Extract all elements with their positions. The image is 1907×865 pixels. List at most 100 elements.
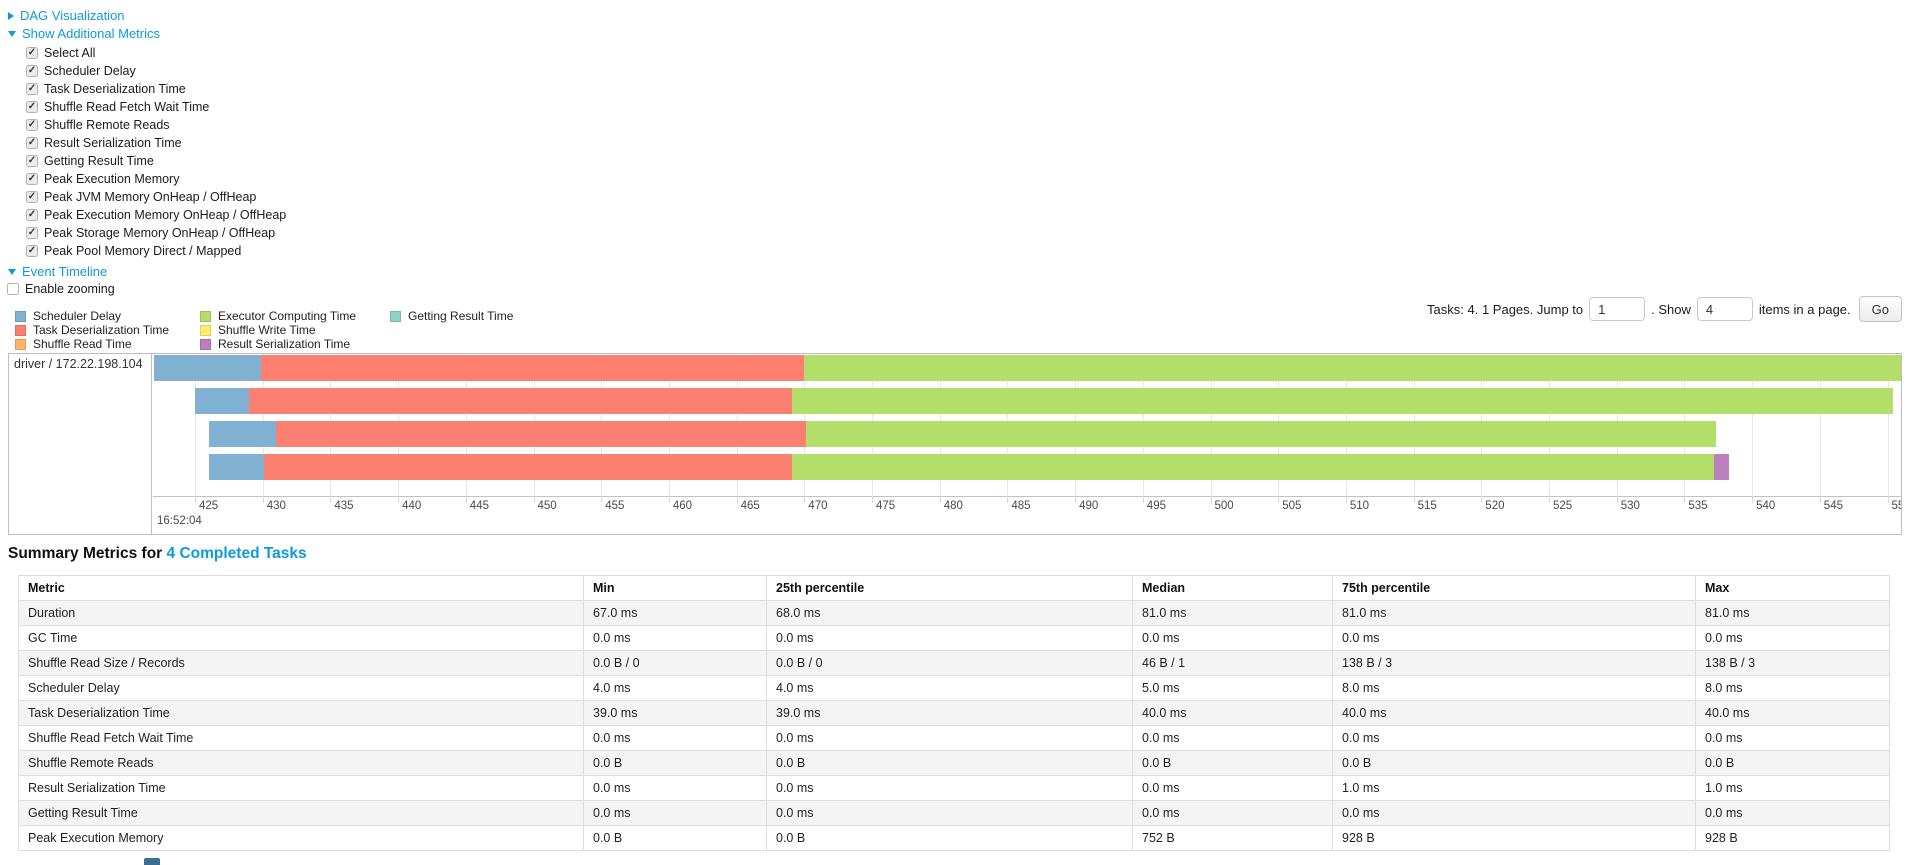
metric-checkbox[interactable]: ✓ bbox=[26, 173, 38, 185]
time-tick-label: 425 bbox=[199, 500, 219, 512]
metric-checkbox[interactable]: ✓ bbox=[26, 65, 38, 77]
table-body: Duration 67.0 ms 68.0 ms 81.0 ms 81.0 ms 81.0… bbox=[18, 600, 1890, 851]
task-timeline-row bbox=[153, 454, 1901, 480]
metric-checkbox-item[interactable]: ✓ Peak JVM Memory OnHeap / OffHeap bbox=[0, 188, 1907, 206]
cutoff-content-fragment bbox=[144, 858, 160, 865]
legend-item-label: Shuffle Write Time bbox=[218, 323, 316, 337]
result-serialization-segment[interactable] bbox=[1714, 454, 1730, 480]
table-cell: 0.0 ms bbox=[583, 775, 767, 801]
scheduler-delay-segment[interactable] bbox=[154, 355, 262, 381]
metric-checkbox[interactable]: ✓ bbox=[26, 47, 38, 59]
table-cell: 8.0 ms bbox=[1332, 675, 1696, 701]
time-tick bbox=[1481, 496, 1483, 503]
task-deserialization-segment[interactable] bbox=[276, 421, 806, 447]
metric-checkbox-item[interactable]: ✓ Shuffle Read Fetch Wait Time bbox=[0, 98, 1907, 116]
time-tick bbox=[601, 496, 603, 503]
show-additional-metrics-toggle[interactable]: Show Additional Metrics bbox=[8, 26, 1907, 41]
time-tick bbox=[1210, 496, 1212, 503]
task-deserialization-segment[interactable] bbox=[261, 355, 805, 381]
scheduler-delay-segment[interactable] bbox=[195, 388, 250, 414]
executor-computing-swatch bbox=[200, 310, 211, 322]
time-tick bbox=[804, 496, 806, 503]
metric-checkbox-item[interactable]: ✓ Peak Execution Memory OnHeap / OffHeap bbox=[0, 206, 1907, 224]
summary-title-text: Summary Metrics for bbox=[8, 545, 163, 562]
table-cell: 0.0 B bbox=[583, 825, 767, 851]
dag-visualization-toggle[interactable]: DAG Visualization bbox=[8, 8, 1907, 23]
table-header-cell: Min bbox=[583, 575, 767, 601]
task-deserialization-segment[interactable] bbox=[264, 454, 793, 480]
table-cell: 0.0 ms bbox=[1332, 725, 1696, 751]
time-gridline bbox=[195, 354, 196, 496]
metric-checkbox-item[interactable]: ✓ Select All bbox=[0, 44, 1907, 62]
metric-checkbox-label: Shuffle Read Fetch Wait Time bbox=[44, 100, 210, 114]
time-tick-label: 450 bbox=[537, 500, 557, 512]
time-tick bbox=[1413, 496, 1415, 503]
table-cell: 81.0 ms bbox=[1332, 600, 1696, 626]
metric-checkbox-item[interactable]: ✓ Getting Result Time bbox=[0, 152, 1907, 170]
metric-checkbox[interactable]: ✓ bbox=[26, 227, 38, 239]
shuffle-write-swatch bbox=[200, 324, 211, 336]
executor-computing-segment[interactable] bbox=[792, 388, 1893, 414]
time-tick bbox=[872, 496, 873, 503]
task-deserialization-swatch bbox=[15, 324, 26, 336]
task-timeline-row bbox=[153, 388, 1901, 414]
scheduler-delay-swatch bbox=[15, 310, 26, 322]
executor-computing-segment[interactable] bbox=[804, 355, 1901, 381]
metric-checkbox-item[interactable]: ✓ Task Deserialization Time bbox=[0, 80, 1907, 98]
metric-checkbox[interactable]: ✓ bbox=[26, 83, 38, 95]
metric-checkbox-label: Shuffle Remote Reads bbox=[44, 118, 170, 132]
metric-checkbox-label: Result Serialization Time bbox=[44, 136, 182, 150]
table-cell: 40.0 ms bbox=[1132, 700, 1333, 726]
table-header-cell: 25th percentile bbox=[766, 575, 1133, 601]
table-cell: 4.0 ms bbox=[583, 675, 767, 701]
go-button[interactable]: Go bbox=[1858, 296, 1902, 322]
table-row: Shuffle Read Fetch Wait Time 0.0 ms 0.0 ms… bbox=[18, 725, 1890, 751]
table-cell: Shuffle Read Size / Records bbox=[18, 650, 584, 676]
enable-zooming-checkbox[interactable] bbox=[7, 283, 19, 295]
table-cell: Task Deserialization Time bbox=[18, 700, 584, 726]
metric-checkbox[interactable]: ✓ bbox=[26, 245, 38, 257]
time-tick bbox=[1684, 496, 1686, 503]
metric-checkbox-label: Peak JVM Memory OnHeap / OffHeap bbox=[44, 190, 257, 204]
time-tick bbox=[1819, 496, 1821, 503]
time-tick-label: 480 bbox=[943, 500, 963, 512]
enable-zooming-row[interactable]: Enable zooming bbox=[7, 281, 1907, 297]
metric-checkbox-item[interactable]: ✓ Peak Storage Memory OnHeap / OffHeap bbox=[0, 224, 1907, 242]
metric-checkbox[interactable]: ✓ bbox=[26, 137, 38, 149]
time-tick-label: 545 bbox=[1823, 500, 1843, 512]
table-cell: 0.0 ms bbox=[766, 800, 1133, 826]
table-cell: 46 B / 1 bbox=[1132, 650, 1333, 676]
items-per-page-input[interactable] bbox=[1696, 297, 1753, 321]
time-tick bbox=[736, 496, 738, 503]
executor-group-label: driver / 172.22.198.104 bbox=[14, 357, 143, 371]
metric-checkbox-item[interactable]: ✓ Shuffle Remote Reads bbox=[0, 116, 1907, 134]
executor-computing-segment[interactable] bbox=[792, 454, 1715, 480]
summary-metrics-title: Summary Metrics for 4 Completed Tasks bbox=[8, 545, 1907, 562]
table-cell: 0.0 ms bbox=[1132, 625, 1333, 651]
legend-item: Executor Computing Time bbox=[200, 309, 356, 323]
metric-checkbox-item[interactable]: ✓ Result Serialization Time bbox=[0, 134, 1907, 152]
executor-computing-segment[interactable] bbox=[805, 421, 1716, 447]
time-tick bbox=[1616, 496, 1618, 503]
metric-checkbox[interactable]: ✓ bbox=[26, 155, 38, 167]
table-cell: 0.0 ms bbox=[766, 775, 1133, 801]
metric-checkbox[interactable]: ✓ bbox=[26, 209, 38, 221]
completed-tasks-link[interactable]: 4 Completed Tasks bbox=[166, 545, 307, 562]
event-timeline-toggle[interactable]: Event Timeline bbox=[8, 264, 1907, 279]
metric-checkbox-item[interactable]: ✓ Peak Pool Memory Direct / Mapped bbox=[0, 242, 1907, 260]
metric-checkbox-item[interactable]: ✓ Scheduler Delay bbox=[0, 62, 1907, 80]
legend-item-label: Getting Result Time bbox=[408, 309, 514, 323]
metric-checkbox[interactable]: ✓ bbox=[26, 191, 38, 203]
scheduler-delay-segment[interactable] bbox=[208, 421, 277, 447]
legend-item: Shuffle Write Time bbox=[200, 323, 356, 337]
metric-checkbox[interactable]: ✓ bbox=[26, 119, 38, 131]
shuffle-read-swatch bbox=[15, 338, 26, 350]
table-cell: 4.0 ms bbox=[766, 675, 1133, 701]
metric-checkbox-item[interactable]: ✓ Peak Execution Memory bbox=[0, 170, 1907, 188]
scheduler-delay-segment[interactable] bbox=[208, 454, 265, 480]
jump-to-page-input[interactable] bbox=[1589, 297, 1646, 321]
metric-checkbox[interactable]: ✓ bbox=[26, 101, 38, 113]
time-tick bbox=[262, 496, 264, 503]
task-deserialization-segment[interactable] bbox=[249, 388, 793, 414]
time-tick bbox=[1142, 496, 1144, 503]
